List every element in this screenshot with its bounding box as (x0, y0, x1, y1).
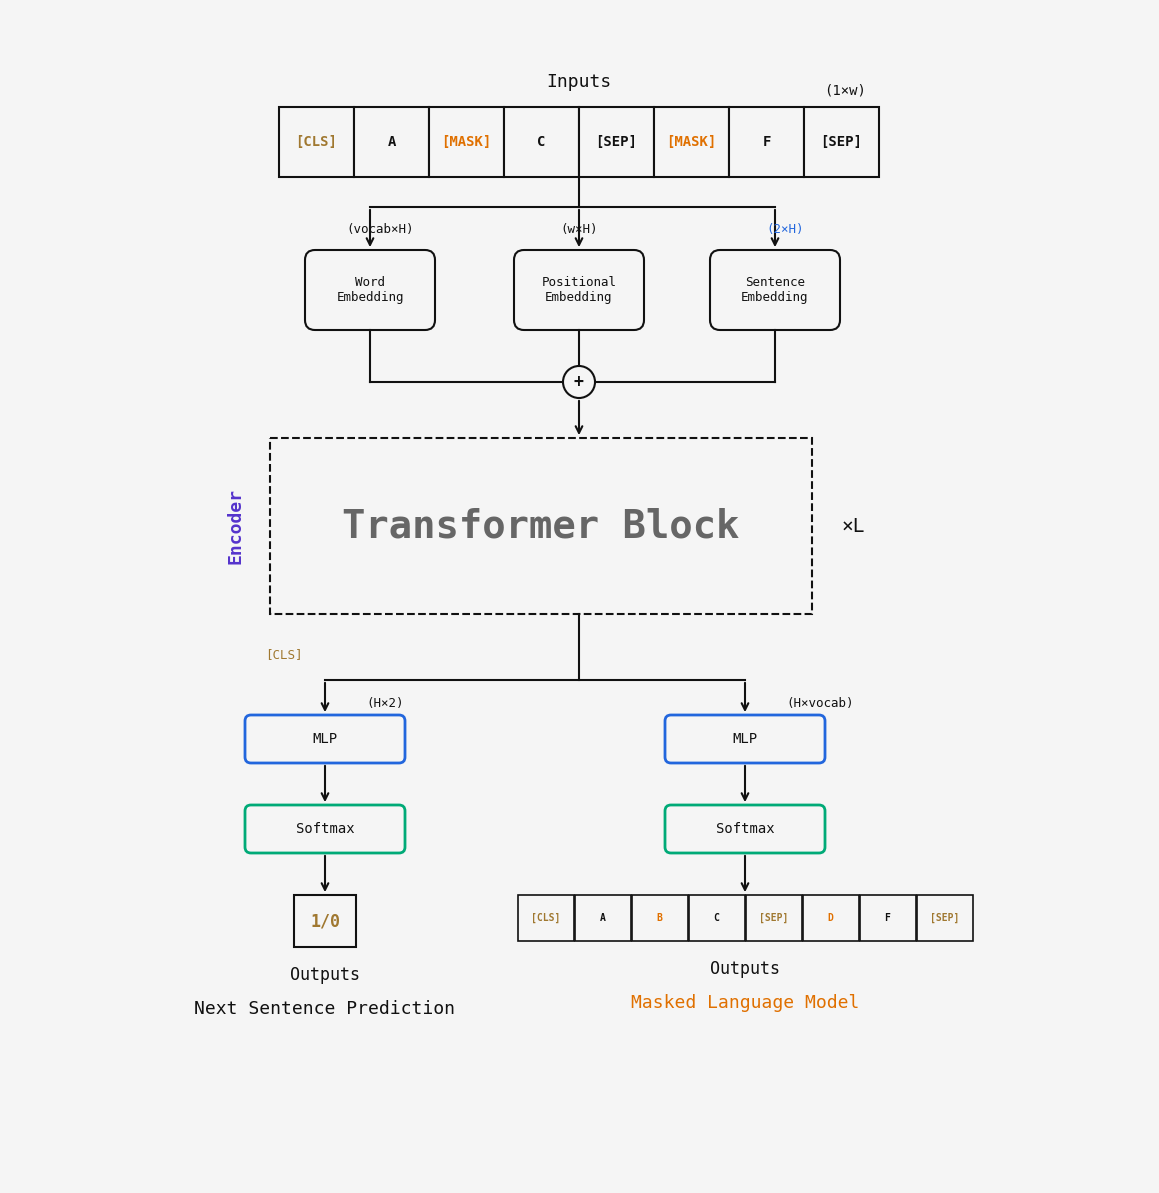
Text: [SEP]: [SEP] (596, 135, 637, 149)
Text: Positional
Embedding: Positional Embedding (541, 276, 617, 304)
Text: [CLS]: [CLS] (296, 135, 337, 149)
Text: [CLS]: [CLS] (265, 649, 302, 661)
FancyBboxPatch shape (245, 715, 404, 764)
Text: F: F (763, 135, 771, 149)
Text: (2×H): (2×H) (766, 223, 803, 236)
Bar (279, 107, 353, 177)
Text: Softmax: Softmax (296, 822, 355, 836)
Text: (H×2): (H×2) (366, 697, 403, 710)
Bar (518, 895, 574, 941)
Text: B: B (656, 913, 663, 923)
Text: C: C (714, 913, 720, 923)
FancyBboxPatch shape (665, 805, 825, 853)
Bar (270, 438, 812, 614)
Text: MLP: MLP (732, 733, 758, 746)
Text: (H×vocab): (H×vocab) (786, 697, 854, 710)
Text: A: A (387, 135, 395, 149)
Bar (632, 895, 687, 941)
Text: C: C (538, 135, 546, 149)
Bar (504, 107, 580, 177)
FancyBboxPatch shape (710, 251, 840, 330)
Text: [CLS]: [CLS] (531, 913, 560, 923)
Text: Softmax: Softmax (716, 822, 774, 836)
Text: Masked Language Model: Masked Language Model (630, 994, 859, 1012)
Bar (654, 107, 729, 177)
Bar (688, 895, 744, 941)
Text: Transformer Block: Transformer Block (342, 507, 739, 545)
FancyBboxPatch shape (513, 251, 644, 330)
Bar (860, 895, 916, 941)
Text: Encoder: Encoder (226, 488, 245, 564)
Text: +: + (574, 373, 584, 391)
Bar (729, 107, 804, 177)
Bar (804, 107, 879, 177)
Bar (802, 895, 859, 941)
Text: Outputs: Outputs (710, 960, 780, 978)
Bar (429, 107, 504, 177)
Bar (917, 895, 972, 941)
FancyBboxPatch shape (665, 715, 825, 764)
Text: [SEP]: [SEP] (930, 913, 960, 923)
Text: D: D (828, 913, 833, 923)
Text: (vocab×H): (vocab×H) (347, 223, 414, 236)
Text: [MASK]: [MASK] (666, 135, 716, 149)
Text: Sentence
Embedding: Sentence Embedding (742, 276, 809, 304)
Text: F: F (884, 913, 890, 923)
Text: 1/0: 1/0 (309, 911, 340, 931)
FancyBboxPatch shape (305, 251, 435, 330)
Text: [MASK]: [MASK] (442, 135, 491, 149)
Text: Outputs: Outputs (290, 966, 360, 984)
Text: [SEP]: [SEP] (759, 913, 788, 923)
Bar (745, 895, 802, 941)
Text: Next Sentence Prediction: Next Sentence Prediction (195, 1000, 455, 1018)
Bar (580, 107, 654, 177)
Text: MLP: MLP (313, 733, 337, 746)
FancyBboxPatch shape (245, 805, 404, 853)
Bar (353, 107, 429, 177)
Text: [SEP]: [SEP] (821, 135, 862, 149)
Text: ×L: ×L (841, 517, 866, 536)
Text: Inputs: Inputs (546, 73, 612, 91)
Text: Word
Embedding: Word Embedding (336, 276, 403, 304)
Text: (1×w): (1×w) (824, 84, 866, 97)
Circle shape (563, 366, 595, 398)
Text: (w×H): (w×H) (560, 223, 598, 236)
Bar (575, 895, 630, 941)
Bar (294, 895, 356, 947)
Text: A: A (599, 913, 605, 923)
